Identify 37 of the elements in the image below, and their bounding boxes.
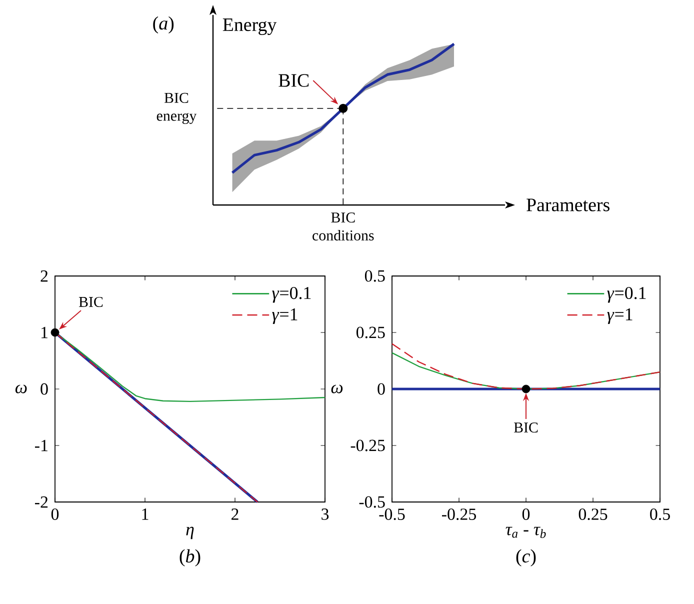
y-axis-title: Energy [222,18,277,35]
y-axis-title: ω [331,384,343,394]
x-tick-label: 0.5 [650,508,670,520]
text: (b) [180,549,200,566]
y-tick-label: -0.25 [350,440,385,452]
text: BIC energy [156,92,197,124]
y-tick-label: 2 [40,270,48,282]
y-tick-label: -2 [34,496,48,508]
y-tick-label: -1 [34,440,48,452]
y-tick-label: 0.25 [356,326,385,338]
x-axis-title: τ$_{a}$ - τ$_{b}$ [506,526,546,538]
x-axis-title: η [186,526,194,540]
x-tick-label: 3 [322,508,329,520]
chart-title: (a) [153,16,174,34]
text: BIC conditions [312,212,374,240]
annotation: BIC [514,422,538,433]
annotation: BIC [278,74,309,87]
y-tick-label: 1 [41,326,48,338]
x-tick-label: -0.25 [442,508,476,520]
x-tick-label: -0.5 [379,508,405,520]
x-axis-title: Parameters [526,198,610,212]
x-tick-label: 0 [51,508,59,520]
legend-label: γ=1 [272,308,298,324]
x-tick-label: 1 [142,508,148,520]
y-tick-label: -0.5 [359,496,385,508]
legend-label: γ=0.1 [607,286,646,303]
y-tick-label: 0 [378,383,385,395]
x-tick-label: 2 [232,508,238,520]
x-tick-label: 0 [522,508,530,520]
annotation: BIC [78,296,103,307]
legend-label: γ=1 [607,308,632,324]
y-tick-label: 0 [40,383,48,395]
y-axis-title: ω [15,384,27,394]
y-tick-label: 0.5 [364,270,385,282]
text: (c) [516,549,536,566]
legend-label: γ=0.1 [272,286,311,303]
x-tick-label: 0.25 [578,508,608,520]
